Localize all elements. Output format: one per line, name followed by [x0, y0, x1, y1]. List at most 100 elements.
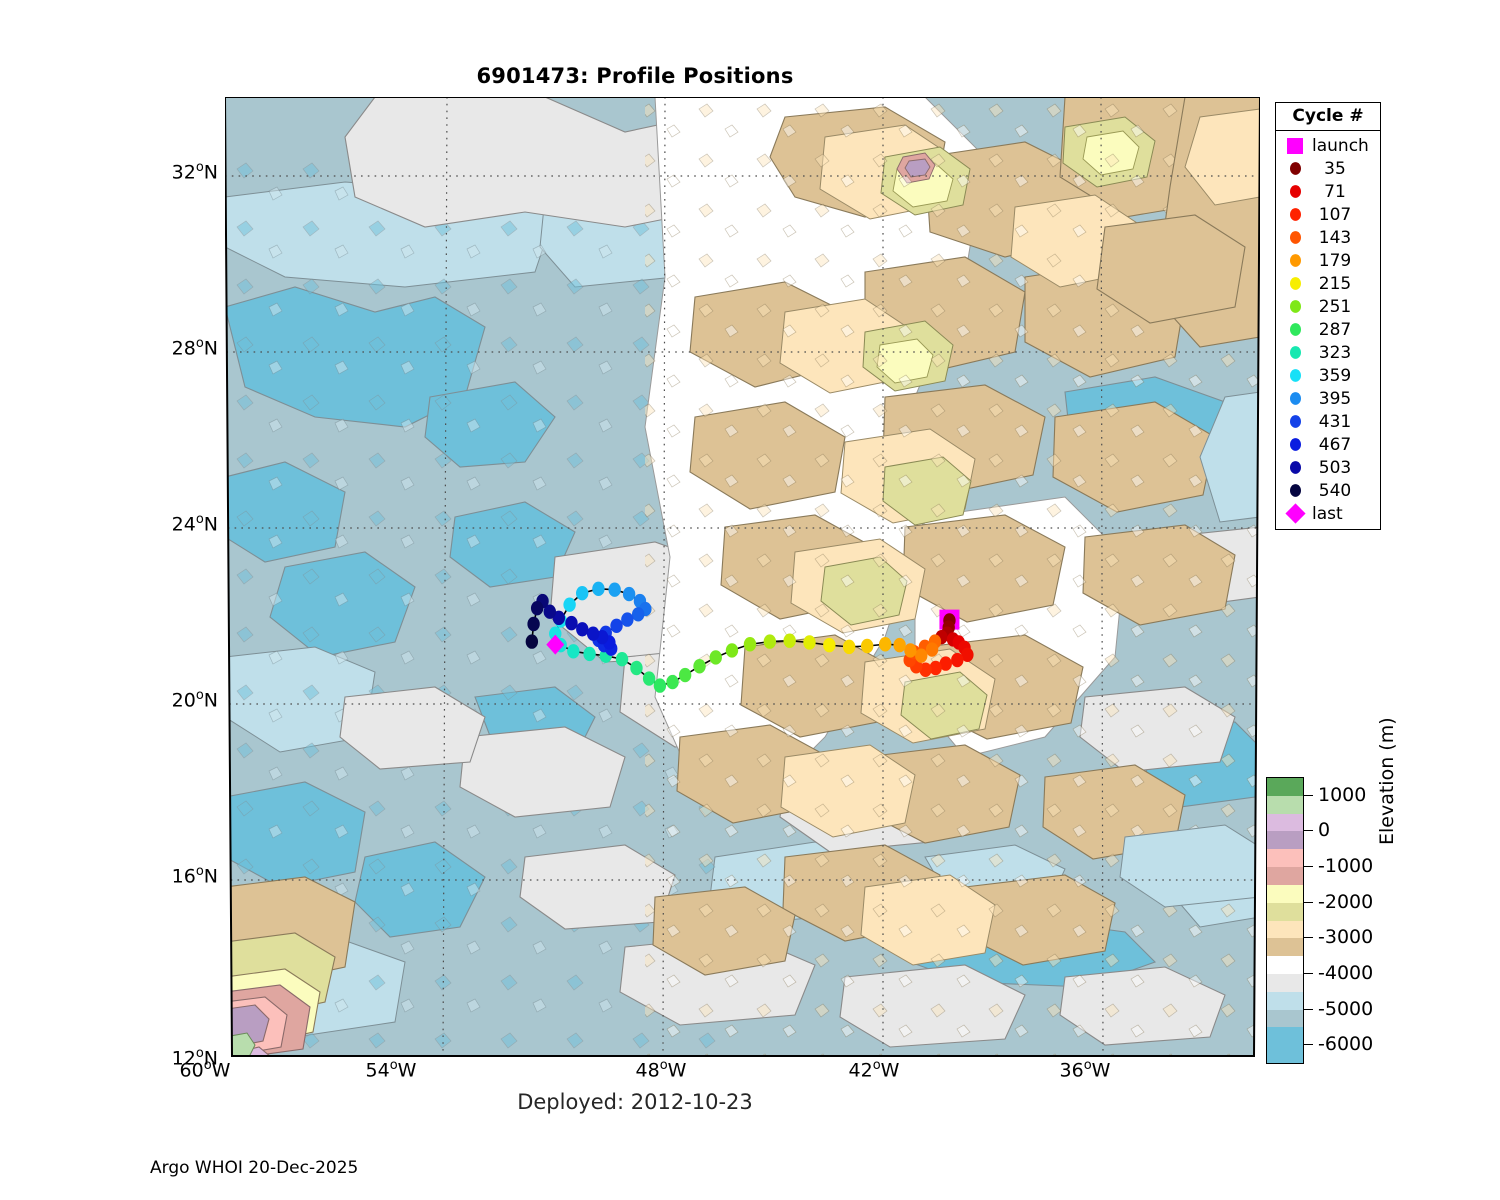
circle-marker-icon [1282, 277, 1308, 290]
profile-position-marker [893, 637, 906, 653]
legend-item-last: last [1276, 502, 1380, 525]
circle-marker-icon [1282, 185, 1308, 198]
profile-position-marker [608, 582, 621, 597]
colorbar-tick [1304, 937, 1313, 939]
ytick-12: 12oN [171, 1046, 218, 1070]
legend-item-35: 35 [1276, 157, 1380, 180]
circle-marker-icon [1282, 438, 1308, 451]
xtick-36w: 36oW [1059, 1058, 1111, 1082]
legend-item-143: 143 [1276, 226, 1380, 249]
page-title: 6901473: Profile Positions [476, 64, 794, 88]
elevation-colorbar: 1000 0 -1000 -2000 -3000 -4000 -5000 -6000 [1266, 777, 1373, 1064]
profile-position-marker [552, 610, 566, 626]
colorbar-tick-label: -2000 [1318, 890, 1374, 913]
credit-text: Argo WHOI 20-Dec-2025 [150, 1158, 359, 1178]
legend-item-323: 323 [1276, 341, 1380, 364]
legend-label: 179 [1318, 250, 1352, 271]
profile-position-marker [653, 678, 667, 693]
circle-marker-icon [1282, 208, 1308, 221]
profile-position-marker [904, 643, 917, 658]
circle-marker-icon [1282, 369, 1308, 382]
circle-marker-icon [1282, 392, 1308, 405]
legend-item-251: 251 [1276, 295, 1380, 318]
map-panel[interactable] [225, 97, 1260, 1057]
profile-position-marker [678, 667, 692, 683]
xtick-54w: 54oW [365, 1058, 417, 1082]
profile-position-marker [622, 586, 636, 602]
profile-position-marker [586, 626, 600, 641]
colorbar-gradient [1266, 777, 1304, 1064]
float-track [525, 581, 974, 693]
profile-position-marker [565, 615, 578, 631]
legend-item-540: 540 [1276, 479, 1380, 502]
profile-position-marker [725, 643, 739, 658]
profile-position-marker [549, 626, 562, 641]
legend-item-215: 215 [1276, 272, 1380, 295]
xtick-60w: 60oW [179, 1058, 231, 1082]
xtick-42w: 42oW [848, 1058, 900, 1082]
circle-marker-icon [1282, 323, 1308, 336]
profile-position-marker [951, 652, 964, 668]
cycle-legend: Cycle # launch 35 71 107 143 179 215 251 287 323 3… [1275, 102, 1381, 530]
circle-marker-icon [1282, 231, 1308, 244]
legend-label: 287 [1318, 319, 1352, 340]
ytick-20: 20oN [171, 688, 218, 712]
profile-position-marker [763, 634, 777, 649]
profile-position-marker [642, 671, 656, 686]
colorbar-tick-label: 1000 [1318, 783, 1367, 806]
square-marker-icon [1282, 137, 1308, 154]
legend-item-launch: launch [1276, 134, 1380, 157]
graticule [225, 97, 1260, 1057]
circle-marker-icon [1282, 162, 1308, 175]
profile-position-marker [709, 650, 722, 665]
legend-item-179: 179 [1276, 249, 1380, 272]
legend-label: 540 [1318, 480, 1352, 501]
profile-position-marker [803, 635, 816, 650]
profile-position-marker [576, 586, 589, 601]
legend-entries: launch 35 71 107 143 179 215 251 287 323 359 395 431… [1276, 131, 1380, 529]
xtick-48w: 48oW [635, 1058, 687, 1082]
legend-label: last [1312, 503, 1343, 524]
colorbar-tick [1304, 1008, 1313, 1010]
profile-position-marker [925, 642, 939, 657]
legend-title: Cycle # [1276, 103, 1380, 131]
colorbar-band [1267, 849, 1303, 868]
legend-item-287: 287 [1276, 318, 1380, 341]
profile-position-marker [563, 597, 576, 612]
legend-label: 359 [1318, 365, 1352, 386]
diamond-marker-icon [1282, 503, 1308, 524]
profile-position-marker [823, 637, 836, 653]
ytick-24: 24oN [171, 512, 218, 536]
colorbar-tick-label: -4000 [1318, 961, 1374, 984]
profile-position-marker [666, 674, 679, 690]
profile-position-marker [879, 637, 892, 652]
circle-marker-icon [1282, 461, 1308, 474]
colorbar-tick-label: 0 [1318, 819, 1331, 842]
legend-label: 215 [1318, 273, 1352, 294]
profile-position-marker [860, 638, 874, 654]
legend-item-71: 71 [1276, 180, 1380, 203]
colorbar-tick-label: -6000 [1318, 1033, 1374, 1056]
profile-position-marker [783, 633, 796, 648]
profile-position-marker [543, 604, 556, 619]
profile-position-marker [939, 656, 952, 671]
deployed-caption: Deployed: 2012-10-23 [517, 1090, 753, 1114]
last-position-marker [546, 634, 565, 655]
colorbar-band [1267, 991, 1303, 1010]
profile-position-marker [610, 618, 623, 633]
colorbar-tick-label: -3000 [1318, 926, 1374, 949]
legend-label: 251 [1318, 296, 1352, 317]
profile-position-marker [743, 637, 757, 652]
colorbar-tick [1304, 972, 1313, 974]
legend-label: 71 [1324, 181, 1346, 202]
legend-item-395: 395 [1276, 387, 1380, 410]
profile-position-marker [525, 634, 539, 649]
colorbar-band [1267, 973, 1303, 992]
colorbar-band [1267, 778, 1303, 796]
colorbar-tick-label: -1000 [1318, 855, 1374, 878]
profile-position-marker [631, 607, 645, 622]
ytick-32: 32oN [171, 160, 218, 184]
ytick-28: 28oN [171, 336, 218, 360]
legend-label: 323 [1318, 342, 1352, 363]
colorbar-band [1267, 1027, 1303, 1063]
